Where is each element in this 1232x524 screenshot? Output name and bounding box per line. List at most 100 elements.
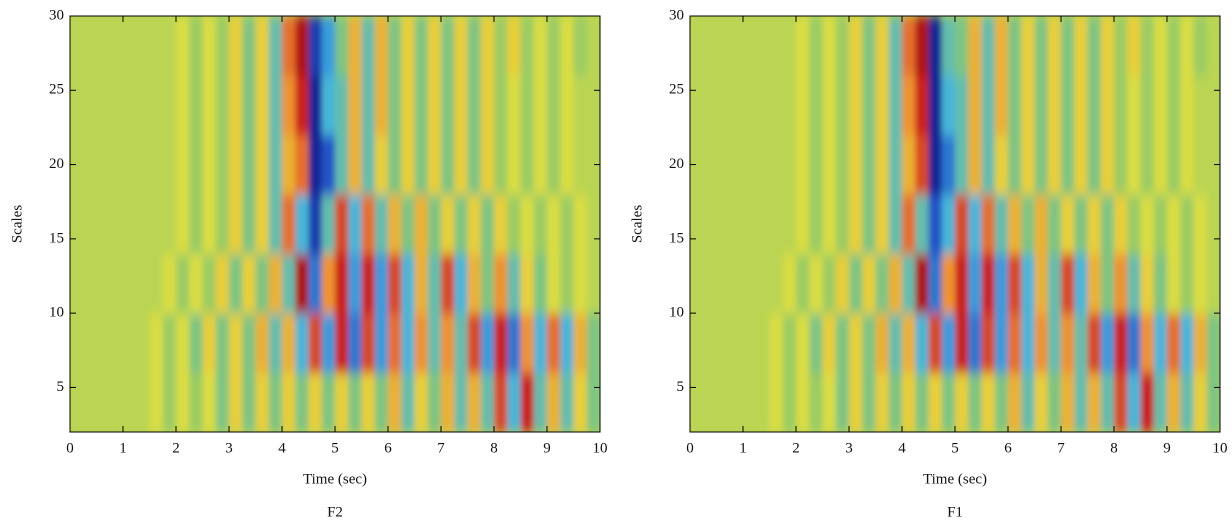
heatmap-cell	[520, 372, 535, 432]
heatmap-cell	[756, 253, 770, 314]
heatmap-cell	[796, 75, 810, 136]
heatmap-cell	[1206, 16, 1220, 76]
heatmap-cell	[703, 134, 717, 195]
heatmap-cell	[467, 253, 482, 314]
caption: F2	[327, 504, 343, 520]
heatmap-cell	[414, 313, 429, 374]
heatmap-cell	[268, 16, 283, 76]
x-tick-label: 0	[66, 440, 74, 456]
heatmap-cell	[769, 253, 784, 314]
heatmap-cell	[769, 194, 784, 255]
heatmap-cell	[176, 194, 190, 255]
heatmap-cell	[282, 372, 296, 432]
heatmap-cell	[941, 134, 956, 195]
heatmap-cell	[480, 75, 495, 136]
heatmap-cell	[560, 313, 574, 374]
heatmap-cell	[1100, 372, 1115, 432]
heatmap-cell	[955, 253, 969, 314]
heatmap-cell	[149, 16, 164, 76]
heatmap-cell	[348, 194, 362, 255]
heatmap-cell	[955, 16, 969, 76]
heatmap-cell	[374, 372, 389, 432]
heatmap-cell	[716, 372, 731, 432]
heatmap-cell	[295, 372, 309, 432]
heatmap-cell	[149, 134, 164, 195]
heatmap-cell	[915, 75, 929, 136]
heatmap-cell	[255, 16, 270, 76]
heatmap-cell	[955, 313, 969, 374]
heatmap-cell	[835, 16, 850, 76]
heatmap-cell	[202, 134, 217, 195]
heatmap-cell	[149, 313, 164, 374]
heatmap-cell	[348, 134, 362, 195]
heatmap-cell	[1034, 372, 1049, 432]
heatmap-cell	[560, 253, 574, 314]
heatmap-cell	[255, 194, 270, 255]
heatmap-cell	[586, 194, 600, 255]
heatmap-cell	[1061, 372, 1075, 432]
heatmap-cell	[586, 372, 600, 432]
heatmap-cell	[136, 134, 150, 195]
heatmap-cell	[928, 253, 943, 314]
y-tick-label: 5	[677, 379, 685, 395]
heatmap-cell	[1087, 194, 1102, 255]
heatmap-cell	[229, 313, 243, 374]
heatmap-cell	[414, 253, 429, 314]
heatmap-cell	[1034, 16, 1049, 76]
heatmap-cell	[1047, 372, 1062, 432]
heatmap-cell	[229, 134, 243, 195]
heatmap-cell	[467, 134, 482, 195]
heatmap-cell	[268, 253, 283, 314]
heatmap-cell	[968, 253, 982, 314]
heatmap-cell	[242, 134, 256, 195]
heatmap-cell	[1008, 16, 1022, 76]
heatmap-cell	[756, 75, 770, 136]
heatmap-cell	[401, 134, 415, 195]
heatmap-cell	[83, 313, 97, 374]
heatmap-cell	[176, 313, 190, 374]
heatmap-cell	[782, 372, 797, 432]
heatmap-cell	[361, 372, 376, 432]
heatmap-cell	[716, 75, 731, 136]
heatmap-cell	[862, 75, 876, 136]
heatmap-cell	[176, 134, 190, 195]
heatmap-cell	[1047, 75, 1062, 136]
heatmap-cell	[955, 75, 969, 136]
heatmap-cell	[123, 16, 137, 76]
heatmap-cell	[255, 134, 270, 195]
heatmap-cell	[480, 194, 495, 255]
heatmap-cell	[123, 313, 137, 374]
heatmap-cell	[454, 134, 468, 195]
heatmap-cell	[162, 253, 177, 314]
heatmap-cell	[308, 253, 323, 314]
heatmap-cell	[401, 194, 415, 255]
heatmap-cell	[162, 313, 177, 374]
heatmap-cell	[915, 194, 929, 255]
heatmap-cell	[690, 16, 704, 76]
heatmap-cell	[888, 313, 903, 374]
heatmap-cell	[573, 313, 588, 374]
x-tick-label: 9	[1163, 440, 1171, 456]
heatmap-cell	[586, 313, 600, 374]
heatmap-cell	[809, 253, 823, 314]
x-tick-label: 7	[437, 440, 445, 456]
heatmap-cell	[1180, 134, 1194, 195]
heatmap-cell	[1074, 16, 1088, 76]
heatmap-cell	[189, 16, 203, 76]
heatmap-cell	[703, 194, 717, 255]
heatmap-cell	[1167, 194, 1181, 255]
heatmap-cell	[902, 134, 916, 195]
heatmap-cell	[176, 75, 190, 136]
heatmap-cell	[1061, 75, 1075, 136]
heatmap-cell	[1206, 75, 1220, 136]
heatmap-cell	[242, 253, 256, 314]
heatmap-cell	[573, 16, 588, 76]
heatmap-cell	[782, 253, 797, 314]
heatmap-cell	[1047, 194, 1062, 255]
heatmap-cell	[822, 16, 837, 76]
heatmap-cell	[875, 16, 890, 76]
heatmap-cell	[1114, 372, 1128, 432]
heatmap-cell	[255, 75, 270, 136]
heatmap-cell	[109, 75, 124, 136]
